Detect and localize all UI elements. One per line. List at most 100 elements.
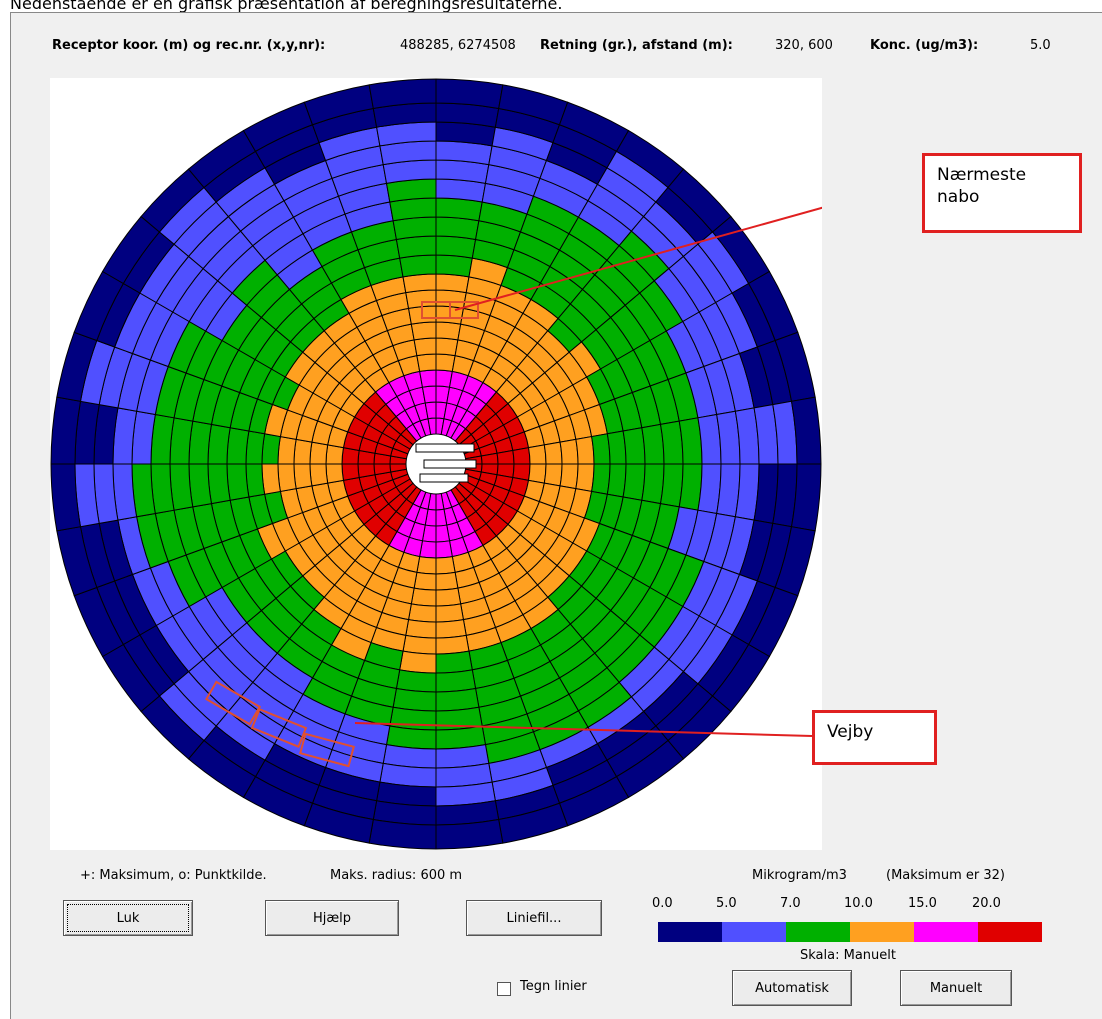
grid-cell — [543, 463, 563, 487]
source-marker — [419, 473, 469, 483]
checkbox[interactable] — [497, 982, 511, 996]
grid-cell — [435, 571, 459, 591]
grid-cell — [407, 603, 437, 623]
grid-cell — [435, 669, 477, 693]
grid-cell — [399, 254, 437, 278]
grid-cell — [395, 669, 437, 693]
symbols-note: +: Maksimum, o: Punktkilde. — [80, 868, 267, 883]
grid-cell — [435, 619, 467, 639]
legend-tick-label: 7.0 — [780, 896, 801, 911]
grid-cell — [405, 619, 437, 639]
legend-title: Mikrogram/m3 — [752, 868, 847, 883]
grid-cell — [575, 435, 595, 465]
legend-swatch — [978, 922, 1042, 942]
grid-cell — [435, 634, 470, 655]
grid-cell — [341, 463, 360, 481]
legend-swatch — [722, 922, 786, 942]
grid-cell — [416, 353, 437, 373]
grid-cell — [188, 420, 213, 465]
grid-cell — [435, 650, 473, 674]
legend-swatch — [914, 922, 978, 942]
grid-cell — [435, 254, 473, 278]
grid-cell — [325, 463, 345, 484]
pointer — [354, 722, 813, 737]
grid-cell — [421, 385, 437, 404]
grid-cell — [659, 420, 684, 465]
grid-cell — [591, 433, 611, 465]
pointer — [454, 206, 822, 311]
grid-cell — [416, 555, 437, 575]
scale-label: Skala: Manuelt — [800, 948, 896, 963]
grid-cell — [207, 423, 231, 465]
legend-tick-label: 0.0 — [652, 896, 673, 911]
grid-cell — [435, 540, 453, 559]
grid-cell — [419, 369, 437, 388]
annotation-village: Vejby — [812, 710, 937, 765]
grid-cell — [512, 447, 531, 465]
grid-cell — [435, 603, 465, 623]
grid-cell — [641, 423, 665, 465]
grid-cell — [402, 273, 437, 294]
legend-tick-label: 10.0 — [844, 896, 873, 911]
close-button[interactable]: Luk — [63, 900, 193, 936]
grid-cell — [435, 216, 480, 241]
grid-cell — [188, 463, 213, 508]
grid-cell — [245, 463, 266, 498]
checkbox-label[interactable]: Tegn linier — [520, 979, 587, 994]
grid-cell — [368, 78, 437, 110]
grid-cell — [277, 435, 297, 465]
grid-cell — [293, 438, 313, 465]
grid-cell — [261, 433, 281, 465]
grid-cell — [641, 463, 665, 505]
house — [449, 301, 479, 319]
grid-cell — [435, 289, 467, 309]
legend-swatch — [786, 922, 850, 942]
polar-plot — [50, 78, 822, 850]
grid-cell — [496, 449, 515, 465]
auto-button[interactable]: Automatisk — [732, 970, 852, 1006]
grid-cell — [399, 650, 437, 674]
legend-tick-label: 5.0 — [716, 896, 737, 911]
direction-label: Retning (gr.), afstand (m): — [540, 38, 733, 53]
radius-note: Maks. radius: 600 m — [330, 868, 463, 883]
grid-cell — [245, 430, 266, 465]
grid-cell — [543, 441, 563, 465]
grid-cell — [410, 321, 437, 341]
source-marker — [415, 443, 475, 453]
grid-cell — [207, 463, 231, 505]
grid-cell — [606, 463, 627, 498]
linefile-button[interactable]: Liniefil... — [466, 900, 602, 936]
grid-cell — [226, 427, 250, 465]
legend-note: (Maksimum er 32) — [886, 868, 1005, 883]
grid-cell — [395, 235, 437, 259]
grid-cell — [559, 463, 579, 490]
grid-cell — [435, 353, 456, 373]
source — [415, 443, 477, 483]
caption: Nedenstående er en grafisk præsentation … — [10, 0, 563, 13]
grid-cell — [392, 216, 437, 241]
grid-cell — [410, 587, 437, 607]
grid-cell — [435, 235, 477, 259]
grid-cell — [435, 524, 451, 543]
grid-cell — [405, 289, 437, 309]
overlay — [204, 206, 822, 768]
grid-cell — [261, 463, 281, 495]
grid-cell — [277, 463, 297, 493]
grid-cell — [402, 634, 437, 655]
house — [204, 680, 262, 726]
grid-cell — [226, 463, 250, 501]
help-button[interactable]: Hjælp — [265, 900, 399, 936]
grid-cell — [435, 587, 462, 607]
house — [250, 708, 308, 748]
grid-cell — [435, 337, 459, 357]
grid-cell — [325, 444, 345, 465]
manual-button[interactable]: Manuelt — [900, 970, 1012, 1006]
grid-cell — [435, 321, 462, 341]
grid-cell — [527, 463, 547, 484]
grid-cell — [575, 463, 595, 493]
grid-cell — [357, 463, 376, 479]
grid-cell — [659, 463, 684, 508]
legend-swatch — [658, 922, 722, 942]
legend-swatch — [850, 922, 914, 942]
grid-cell — [622, 427, 646, 465]
